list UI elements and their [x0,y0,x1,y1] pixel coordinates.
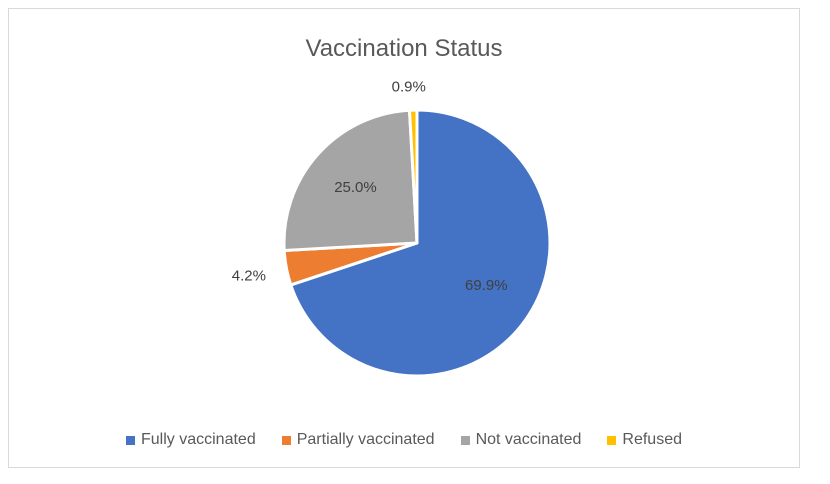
pie-slice-not-vaccinated [282,108,419,253]
legend-swatch [607,435,617,445]
data-label-partially-vaccinated: 4.2% [232,267,266,284]
legend-label: Partially vaccinated [296,431,435,448]
legend-swatch [460,435,470,445]
chart-title: Vaccination Status [305,35,503,62]
legend-swatch [126,435,135,445]
pie-chart: 69.9% 4.2% 25.0% 0.9% [232,78,552,378]
pie-slices [282,108,552,378]
data-label-not-vaccinated: 25.0% [334,179,377,196]
legend-label: Fully vaccinated [141,431,256,448]
legend-swatch [281,435,291,445]
legend-label: Refused [622,431,682,448]
pie-slice-fully-vaccinated [289,108,552,378]
pie-data-labels: 69.9% 4.2% 25.0% 0.9% [232,78,508,293]
chart-area: Vaccination Status 69.9% 4.2% 25.0% 0.9% Fu… [8,8,800,468]
chart-legend: Fully vaccinated Partially vaccinated No… [9,431,799,449]
legend-item-fully-vaccinated: Fully vaccinated [126,431,256,449]
legend-item-refused: Refused [607,431,682,449]
legend-label: Not vaccinated [475,431,582,448]
data-label-fully-vaccinated: 69.9% [465,277,508,294]
legend-item-not-vaccinated: Not vaccinated [460,431,582,449]
legend-item-partially-vaccinated: Partially vaccinated [281,431,435,449]
pie-slice-refused [407,108,419,245]
data-label-refused: 0.9% [392,78,426,95]
